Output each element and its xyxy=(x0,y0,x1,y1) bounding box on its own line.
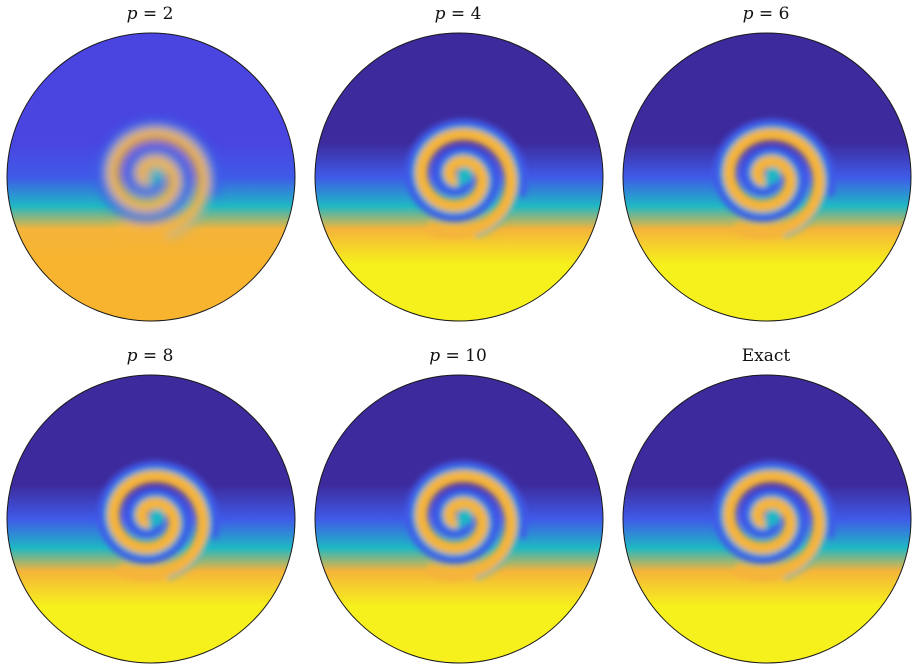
solution-disk xyxy=(6,32,296,322)
title-variable: p xyxy=(742,4,754,24)
panel-p4: p = 4 xyxy=(312,0,604,326)
solution-disk xyxy=(6,374,296,664)
title-equals: = xyxy=(445,4,471,24)
solution-disk xyxy=(622,32,912,322)
panel-title: p = 10 xyxy=(312,342,604,370)
title-value: 6 xyxy=(778,4,790,24)
title-equals: = xyxy=(440,346,466,366)
panel-p10: p = 10 xyxy=(312,342,604,668)
title-equals: = xyxy=(753,4,779,24)
title-value: 4 xyxy=(470,4,482,24)
panel-exact: Exact xyxy=(620,342,912,668)
title-variable: p xyxy=(126,4,138,24)
panel-title: p = 8 xyxy=(4,342,296,370)
panel-title: p = 4 xyxy=(312,0,604,28)
title-equals: = xyxy=(137,346,163,366)
panel-p6: p = 6 xyxy=(620,0,912,326)
title-value: 10 xyxy=(465,346,487,366)
title-variable: p xyxy=(126,346,138,366)
solution-disk xyxy=(622,374,912,664)
title-label: Exact xyxy=(741,346,791,366)
title-variable: p xyxy=(434,4,446,24)
panel-p2: p = 2 xyxy=(4,0,296,326)
solution-disk xyxy=(314,374,604,664)
panel-title: p = 6 xyxy=(620,0,912,28)
panel-title: p = 2 xyxy=(4,0,296,28)
title-value: 2 xyxy=(162,4,174,24)
title-equals: = xyxy=(137,4,163,24)
panel-title: Exact xyxy=(620,342,912,370)
title-value: 8 xyxy=(162,346,174,366)
title-variable: p xyxy=(429,346,441,366)
solution-disk xyxy=(314,32,604,322)
panel-p8: p = 8 xyxy=(4,342,296,668)
